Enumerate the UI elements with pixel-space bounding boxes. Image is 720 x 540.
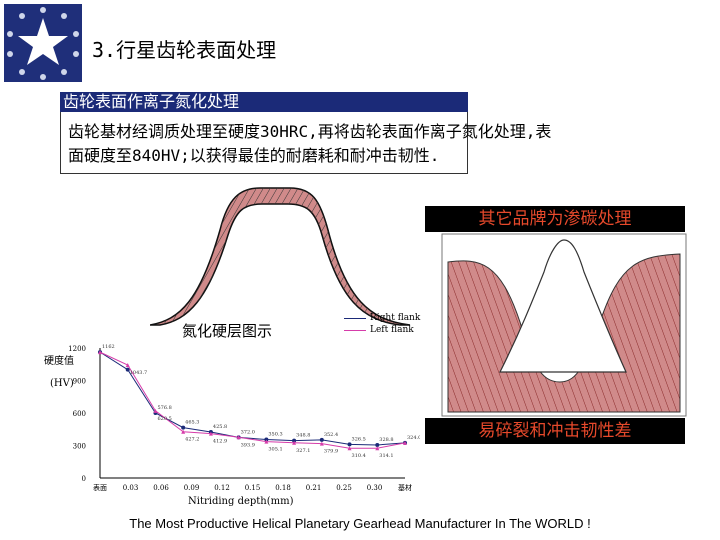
footer-slogan: The Most Productive Helical Planetary Ge… bbox=[129, 516, 591, 531]
data-point bbox=[264, 439, 269, 444]
y-tick-label: 0 bbox=[82, 475, 86, 483]
data-point bbox=[292, 440, 297, 445]
data-point bbox=[153, 408, 158, 413]
chart-ylabel-1: 硬度值 bbox=[44, 356, 74, 367]
carburized-gear-tooth-figure bbox=[441, 233, 687, 417]
company-logo bbox=[4, 4, 82, 82]
x-tick-label: 0.15 bbox=[245, 484, 261, 492]
legend-right-flank: Right flank bbox=[344, 312, 420, 324]
data-label: 412.9 bbox=[213, 439, 227, 445]
y-tick-label: 300 bbox=[73, 443, 86, 451]
info-box-line-2: 面硬度至840HV;以获得最佳的耐磨耗和耐冲击韧性. bbox=[68, 146, 440, 165]
carburizing-banner: 其它品牌为渗碳处理 bbox=[425, 206, 685, 232]
data-label: 327.1 bbox=[296, 448, 310, 454]
y-tick-label: 600 bbox=[73, 410, 86, 418]
x-tick-label: 0.21 bbox=[306, 484, 322, 492]
data-point bbox=[347, 446, 352, 451]
data-label: 427.2 bbox=[185, 437, 199, 443]
data-label: 326.5 bbox=[352, 436, 366, 442]
x-tick-label: 0.30 bbox=[367, 484, 383, 492]
nitrided-gear-tooth-figure bbox=[150, 187, 411, 326]
legend-left-flank-label: Left flank bbox=[370, 325, 414, 335]
data-point bbox=[181, 429, 186, 434]
data-label: 1162 bbox=[102, 344, 115, 350]
x-tick-label: 基材 bbox=[398, 483, 412, 492]
chart-xlabel: Nitriding depth(mm) bbox=[188, 496, 294, 507]
data-point bbox=[125, 367, 130, 372]
data-label: 1043.7 bbox=[130, 370, 148, 376]
data-point bbox=[236, 435, 241, 440]
data-point bbox=[125, 363, 130, 368]
data-label: 324.0 bbox=[407, 435, 420, 441]
data-label: 310.4 bbox=[352, 453, 366, 459]
data-point bbox=[375, 442, 380, 447]
data-label: 328.8 bbox=[379, 437, 393, 443]
data-label: 576.8 bbox=[157, 405, 171, 411]
series-line bbox=[99, 351, 406, 449]
data-label: 372.0 bbox=[241, 429, 255, 435]
x-tick-label: 0.03 bbox=[123, 484, 139, 492]
data-point bbox=[403, 440, 407, 445]
brittle-warning-banner: 易碎裂和冲击韧性差 bbox=[425, 418, 685, 444]
page-title: 3.行星齿轮表面处理 bbox=[92, 38, 277, 62]
data-label: 425.8 bbox=[213, 424, 227, 430]
x-tick-label: 0.18 bbox=[275, 484, 291, 492]
legend-right-flank-label: Right flank bbox=[370, 313, 421, 323]
data-point bbox=[375, 446, 380, 451]
data-point bbox=[347, 442, 352, 447]
data-label: 350.3 bbox=[268, 432, 282, 438]
chart-legend: Right flank Left flank bbox=[344, 312, 420, 336]
data-point bbox=[98, 350, 102, 355]
info-box-heading: 齿轮表面作离子氮化处理 bbox=[60, 92, 468, 112]
info-box-line-1: 齿轮基材经调质处理至硬度30HRC,再将齿轮表面作离子氮化处理,表 bbox=[68, 122, 552, 141]
x-tick-label: 0.12 bbox=[214, 484, 230, 492]
x-tick-label: 0.09 bbox=[184, 484, 200, 492]
x-tick-label: 0.25 bbox=[336, 484, 352, 492]
star-logo-icon bbox=[4, 4, 82, 82]
data-label: 465.3 bbox=[185, 420, 199, 426]
data-point bbox=[264, 437, 269, 442]
data-point bbox=[319, 437, 324, 442]
series-line bbox=[99, 351, 406, 446]
nitriding-hardness-chart: 1200 900 600 300 0 表面 0.03 0.06 0.09 0.12 0.15 0.18… bbox=[68, 344, 420, 492]
x-tick-label: 0.06 bbox=[153, 484, 169, 492]
chart-title: 氮化硬层图示 bbox=[182, 322, 273, 340]
data-point bbox=[208, 431, 213, 436]
y-tick-label: 1200 bbox=[68, 345, 86, 353]
data-point bbox=[319, 441, 324, 446]
data-label: 305.1 bbox=[268, 447, 282, 453]
x-tick-label: 表面 bbox=[93, 483, 107, 492]
data-point bbox=[181, 425, 186, 430]
data-label: 348.8 bbox=[296, 433, 310, 439]
chart-ylabel-2: (HV) bbox=[50, 378, 74, 389]
info-box-text: 齿轮基材经调质处理至硬度30HRC,再将齿轮表面作离子氮化处理,表 面硬度至84… bbox=[68, 120, 678, 168]
data-label: 393.9 bbox=[241, 442, 255, 448]
legend-left-flank: Left flank bbox=[344, 324, 420, 336]
data-label: 352.4 bbox=[324, 432, 338, 438]
data-label: 620.5 bbox=[157, 416, 171, 422]
data-point bbox=[292, 438, 297, 443]
data-label: 314.1 bbox=[379, 453, 393, 459]
y-tick-label: 900 bbox=[73, 378, 86, 386]
data-label: 379.9 bbox=[324, 449, 338, 455]
